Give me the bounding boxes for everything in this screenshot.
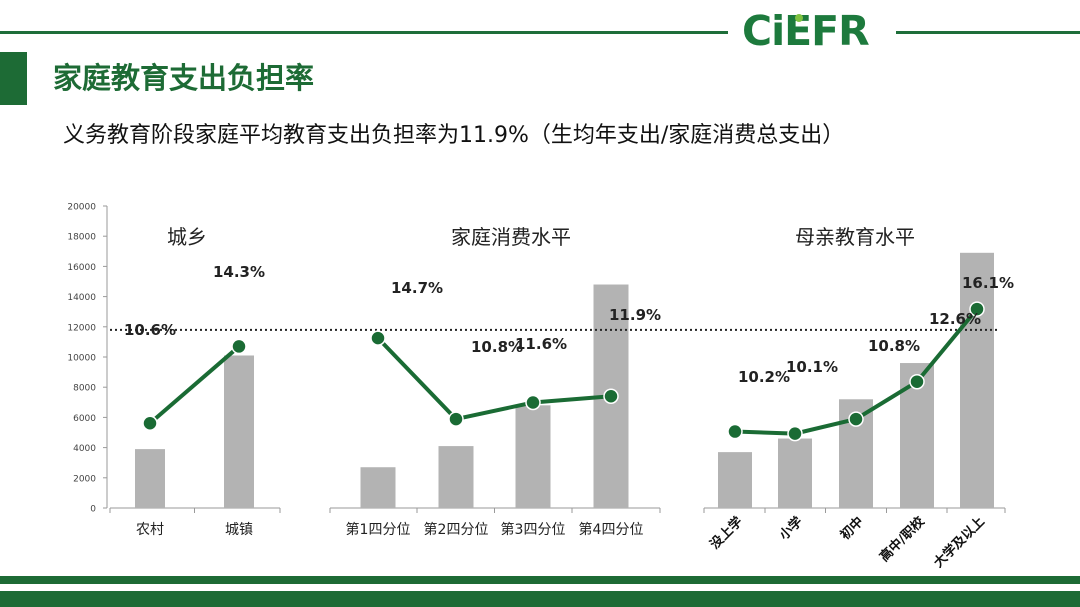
y-tick-label: 10000	[67, 354, 96, 364]
header-rule-left	[0, 31, 728, 34]
category-label: 第3四分位	[501, 521, 566, 538]
header-rule-right	[896, 31, 1080, 34]
bar	[360, 467, 396, 508]
bar	[135, 449, 165, 508]
bar	[778, 438, 812, 508]
rate-marker	[370, 330, 386, 346]
rate-label: 11.9%	[609, 306, 661, 324]
rate-marker	[231, 338, 247, 355]
cefr-logo: CiEFR	[742, 6, 870, 56]
rate-label: 10.8%	[471, 338, 523, 356]
rate-label: 10.2%	[738, 368, 790, 386]
rate-label: 11.6%	[515, 335, 567, 353]
y-tick-label: 2000	[73, 474, 96, 484]
logo-dot-icon	[795, 14, 803, 22]
rate-label: 10.6%	[124, 321, 176, 339]
rate-line	[376, 336, 612, 422]
bar	[515, 405, 551, 508]
bar	[718, 452, 752, 508]
page-title: 家庭教育支出负担率	[53, 61, 315, 95]
rate-marker	[448, 411, 464, 427]
rate-marker	[969, 301, 985, 317]
footer-rule-top	[0, 576, 1080, 584]
rate-marker	[848, 411, 864, 427]
category-label: 城镇	[225, 522, 253, 538]
category-label: 第4四分位	[579, 521, 644, 538]
rate-marker	[142, 415, 158, 431]
rate-label: 16.1%	[962, 274, 1014, 292]
rate-marker	[727, 423, 743, 440]
category-label: 农村	[136, 522, 164, 538]
y-tick-label: 18000	[67, 233, 96, 243]
bar	[438, 446, 474, 508]
rate-label: 14.7%	[391, 279, 443, 297]
rate-marker	[909, 373, 925, 390]
y-tick-label: 8000	[73, 384, 96, 394]
footer-rule-bottom	[0, 591, 1080, 607]
page-subtitle: 义务教育阶段家庭平均教育支出负担率为11.9%（生均年支出/家庭消费总支出）	[63, 123, 845, 148]
panel-title: 城乡	[167, 225, 207, 249]
bar	[224, 355, 254, 508]
bar	[960, 252, 994, 508]
y-tick-label: 4000	[73, 444, 96, 454]
category-label: 第1四分位	[346, 521, 411, 538]
rate-label: 14.3%	[213, 263, 265, 281]
rate-label: 10.8%	[868, 337, 920, 355]
rate-marker	[603, 388, 619, 405]
rate-label: 10.1%	[786, 358, 838, 376]
logo-text: CiEFR	[742, 7, 870, 55]
rate-marker	[525, 394, 541, 411]
category-label: 大学及以上	[931, 514, 988, 571]
category-label: 第2四分位	[424, 521, 489, 538]
y-tick-label: 14000	[67, 293, 96, 303]
y-tick-label: 6000	[73, 414, 96, 424]
rate-label: 12.6%	[929, 310, 981, 328]
rate-line	[148, 344, 241, 425]
y-tick-label: 12000	[67, 323, 96, 333]
y-tick-label: 0	[90, 505, 96, 515]
title-accent-bar	[0, 52, 27, 105]
category-label: 没上学	[707, 514, 746, 553]
y-tick-label: 16000	[67, 263, 96, 273]
rate-marker	[787, 425, 803, 442]
category-label: 高中/职校	[876, 513, 928, 565]
panel-title: 母亲教育水平	[795, 225, 915, 249]
panel-title: 家庭消费水平	[451, 225, 571, 249]
category-label: 初中	[837, 514, 867, 544]
y-tick-label: 20000	[67, 203, 96, 213]
category-label: 小学	[776, 514, 806, 544]
